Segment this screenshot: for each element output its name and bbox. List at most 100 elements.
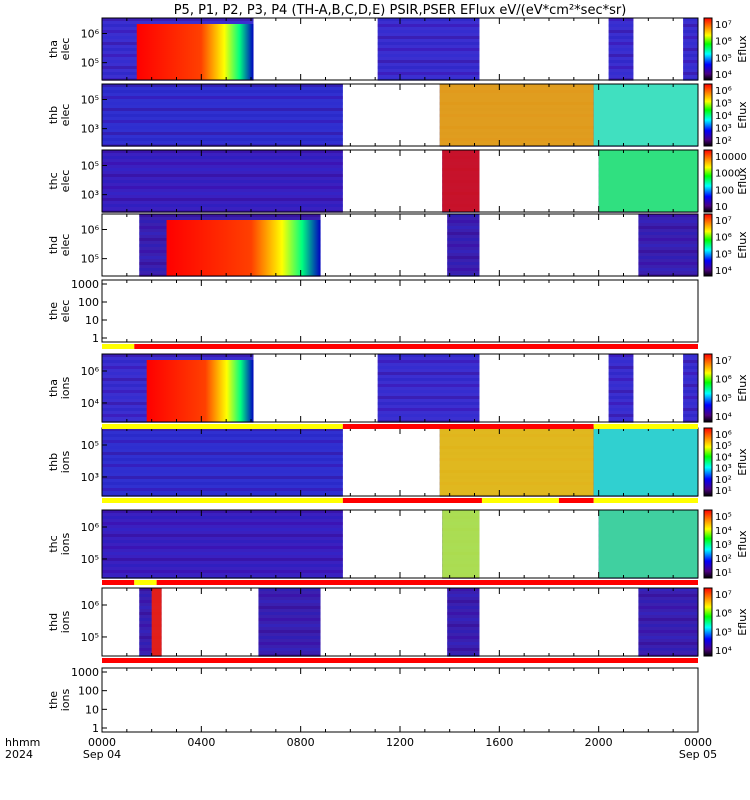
spectral-band	[139, 612, 162, 615]
spectral-band	[608, 54, 634, 57]
colorbar-tick-label: 10³	[715, 124, 732, 135]
spectral-band	[102, 534, 343, 537]
spectral-band	[608, 390, 634, 393]
spectral-band	[638, 268, 698, 271]
panel-thd-ions: 10⁶ 10⁵ thd ions 10⁷ 10⁶ 10⁵ 10⁴ Eflux	[47, 587, 749, 657]
spectral-band	[258, 618, 321, 621]
colorbar-tick-label: 10¹	[715, 486, 732, 497]
data-interval	[608, 18, 634, 80]
spectral-band	[447, 606, 480, 609]
status-segment	[342, 424, 594, 429]
colorbar-label: Eflux	[736, 231, 749, 259]
spectral-band	[377, 378, 480, 381]
spectral-band	[102, 570, 343, 573]
spectral-band	[377, 396, 480, 399]
panel-tha-elec: 10⁶ 10⁵ tha elec 10⁷ 10⁶ 10⁵ 10⁴ Eflux	[47, 17, 749, 81]
spectral-band	[258, 612, 321, 615]
y-tick-label: 100	[78, 685, 99, 698]
spectral-band	[102, 516, 343, 519]
spectral-band	[377, 18, 480, 21]
status-bar	[102, 424, 698, 429]
spectral-band	[608, 402, 634, 405]
high-flux-region	[136, 24, 254, 80]
high-flux-region	[442, 150, 480, 212]
panel-thc-ions: 10⁶ 10⁵ thc ions 10⁵ 10⁴ 10³ 10² 10¹ Eflux	[47, 509, 749, 579]
colorbar-tick-label: 10⁷	[715, 216, 732, 227]
spectral-band	[447, 250, 480, 253]
y-tick-label: 10⁵	[81, 160, 99, 173]
y-tick-label: 1000	[71, 278, 99, 291]
colorbar-label: Eflux	[736, 101, 749, 129]
data-interval	[258, 588, 321, 656]
colorbar-tick-label: 10⁶	[715, 375, 732, 386]
y-axis-label: thd	[47, 613, 60, 631]
spectral-band	[638, 232, 698, 235]
status-segment	[134, 580, 157, 585]
spectral-band	[102, 558, 343, 561]
spectral-band	[102, 132, 343, 135]
spectral-band	[377, 60, 480, 63]
spectral-band	[102, 102, 343, 105]
spectral-band	[683, 408, 698, 411]
spectral-band	[102, 114, 343, 117]
late-interval	[593, 428, 698, 496]
spectral-band	[377, 384, 480, 387]
spectral-band	[102, 174, 343, 177]
spectral-band	[102, 564, 343, 567]
spectral-band	[377, 66, 480, 69]
colorbar-tick-label: 10⁵	[715, 99, 732, 110]
spectral-band	[683, 372, 698, 375]
spectral-band	[258, 648, 321, 651]
spectral-band	[608, 372, 634, 375]
spectral-band	[102, 510, 343, 513]
spectral-band	[447, 256, 480, 259]
status-segment	[481, 498, 559, 503]
colorbar-tick-label: 10³	[715, 464, 732, 475]
y-axis-label: ions	[59, 376, 72, 399]
late-interval	[598, 150, 698, 212]
spectral-band	[139, 618, 162, 621]
spectral-band	[683, 30, 698, 33]
spectral-band	[638, 220, 698, 223]
y-axis-label: tha	[47, 40, 60, 58]
spectral-band	[258, 594, 321, 597]
panel-the-ions: 1000 100 10 1 the ions	[47, 666, 699, 735]
spectral-band	[638, 624, 698, 627]
data-interval	[102, 84, 343, 146]
spectral-band	[638, 630, 698, 633]
spectral-band	[377, 48, 480, 51]
spectral-band	[102, 186, 343, 189]
spectral-band	[377, 360, 480, 363]
y-axis-label: elec	[59, 104, 72, 127]
high-flux-region	[439, 428, 594, 496]
spectral-band	[638, 606, 698, 609]
high-flux-region	[439, 84, 594, 146]
data-interval	[447, 214, 480, 276]
y-axis-label: the	[47, 691, 60, 709]
colorbar-tick-label: 10000	[715, 152, 747, 163]
data-interval	[638, 214, 698, 276]
spectral-band	[139, 594, 162, 597]
spectral-band	[102, 476, 343, 479]
spectral-band	[608, 378, 634, 381]
spectral-band	[608, 48, 634, 51]
date-label: Sep 05	[679, 748, 717, 761]
colorbar-tick-label: 10⁶	[715, 233, 732, 244]
spectral-band	[447, 642, 480, 645]
colorbar-tick-label: 1000	[715, 169, 740, 180]
colorbar-tick-label: 10¹	[715, 568, 732, 579]
spectral-band	[102, 84, 343, 87]
spectral-band	[139, 648, 162, 651]
spectral-band	[683, 72, 698, 75]
colorbar-tick-label: 10⁶	[715, 430, 732, 441]
spectral-band	[608, 408, 634, 411]
spectral-band	[447, 220, 480, 223]
y-axis-label: thd	[47, 236, 60, 254]
colorbar-tick-label: 10⁵	[715, 627, 732, 638]
spectral-band	[139, 214, 321, 217]
spectral-band	[447, 226, 480, 229]
panel-tha-ions: 10⁶ 10⁴ tha ions 10⁷ 10⁶ 10⁵ 10⁴ Eflux	[47, 353, 749, 423]
y-tick-label: 10⁵	[81, 631, 99, 644]
time-tick-label: 1600	[485, 736, 513, 749]
